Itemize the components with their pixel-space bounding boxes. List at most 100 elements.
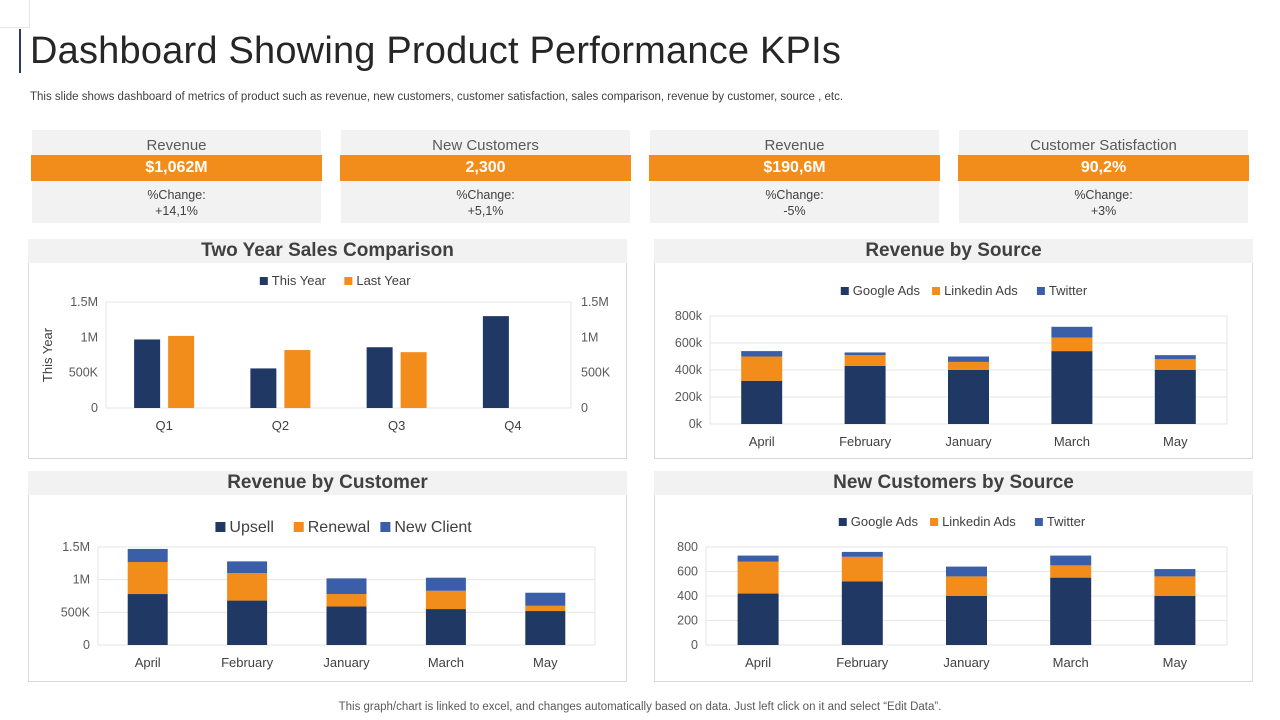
kpi-label: Revenue (146, 137, 207, 154)
x-tick-label: February (221, 655, 274, 670)
x-tick-label: January (945, 434, 992, 449)
kpi-change-value: +3% (1090, 204, 1117, 218)
x-tick-label: January (943, 655, 990, 670)
y-tick-label: 800k (675, 309, 703, 323)
bar-linkedin-ads (841, 556, 883, 582)
bar-linkedin-ads (737, 561, 779, 594)
bar-google-ads (946, 596, 987, 645)
bar-renewal (127, 562, 168, 595)
slide-corner-marker (0, 0, 30, 28)
kpi-label: New Customers (432, 137, 539, 154)
bar-google-ads (737, 593, 779, 645)
bar-google-ads (1154, 370, 1196, 424)
legend-label-2: New Client (394, 519, 472, 536)
chart-revenue-by-source[interactable]: 0k 200k 400k 600k 800k April February January Ma… (654, 263, 1253, 459)
bar-google-ads (741, 380, 783, 424)
bar-twitter (741, 351, 783, 357)
bar-upsell (227, 600, 268, 645)
bar-twitter (1154, 355, 1196, 360)
bar-upsell (127, 594, 168, 645)
chart-title-revenue-by-source: Revenue by Source (654, 239, 1253, 263)
y2-tick-label: 1M (581, 330, 598, 344)
legend-label-0: Google Ads (853, 283, 921, 298)
bar-google-ads (1051, 351, 1093, 424)
y2-tick-label: 1.5M (581, 295, 609, 309)
legend-label-0: Upsell (229, 519, 273, 536)
bar-this-year (482, 316, 509, 408)
chart-sales-comparison[interactable]: 0 500K 1M 1.5M 0 500K 1M 1.5M This Year Q1 Q2 Q3 Q4 T… (28, 263, 627, 459)
bar-new-client (425, 577, 466, 591)
bar-new-client (127, 548, 168, 563)
kpi-change-value: +5,1% (467, 204, 504, 218)
chart-revenue-by-customer[interactable]: 0 500K 1M 1.5M April February January March May U… (28, 495, 627, 682)
bar-new-client (326, 578, 367, 595)
x-tick-label: March (1053, 655, 1089, 670)
y-tick-label: 0 (83, 638, 90, 652)
legend-swatch-1 (932, 287, 941, 295)
legend-swatch-2 (380, 522, 391, 532)
x-tick-label: Q4 (504, 418, 521, 433)
kpi-change-value: +14,1% (155, 204, 198, 218)
legend-swatch-0 (838, 518, 847, 526)
chart-title-revenue-by-customer: Revenue by Customer (28, 471, 627, 495)
kpi-card-customer-satisfaction[interactable]: Customer Satisfaction 90,2% %Change: +3% (958, 130, 1249, 223)
legend-label-2: Twitter (1047, 514, 1086, 529)
chart-title-new-customers-by-source: New Customers by Source (654, 471, 1253, 495)
x-tick-label: April (135, 655, 161, 670)
kpi-card-revenue-2[interactable]: Revenue $190,6M %Change: -5% (649, 130, 940, 223)
y-tick-label: 1.5M (70, 295, 98, 309)
y-tick-label: 500K (61, 605, 91, 619)
x-tick-label: February (839, 434, 892, 449)
bar-upsell (425, 609, 466, 645)
bar-twitter (948, 356, 989, 362)
kpi-change-label: %Change: (456, 188, 515, 202)
legend-label-1: Linkedin Ads (944, 283, 1018, 298)
y-axis-title: This Year (40, 327, 55, 382)
legend-swatch-2 (1034, 518, 1043, 526)
footer-note: This graph/chart is linked to excel, and… (338, 701, 942, 713)
bar-last-year (284, 350, 311, 408)
bar-renewal (525, 605, 566, 612)
legend-label-1: Linkedin Ads (942, 514, 1016, 529)
legend-swatch-0 (215, 522, 226, 532)
y-tick-label: 800 (677, 540, 698, 554)
x-tick-label: May (1163, 655, 1188, 670)
y-tick-label: 1.5M (62, 540, 90, 554)
legend-swatch-1 (293, 522, 304, 532)
x-tick-label: Q1 (155, 418, 172, 433)
y-tick-label: 200k (675, 390, 703, 404)
chart-title-sales-comparison: Two Year Sales Comparison (28, 239, 627, 263)
legend-label-0: Google Ads (851, 514, 919, 529)
bar-linkedin-ads (948, 361, 989, 370)
legend-label-1: Renewal (308, 519, 370, 536)
legend-swatch-1 (930, 518, 939, 526)
bar-upsell (525, 611, 566, 645)
y-tick-label: 1M (81, 330, 98, 344)
bar-this-year (366, 347, 393, 408)
bar-upsell (326, 606, 367, 645)
bar-last-year (400, 352, 427, 408)
page-title: Dashboard Showing Product Performance KP… (30, 30, 842, 72)
kpi-value: $190,6M (649, 155, 940, 181)
plot-area (105, 301, 572, 409)
y-tick-label: 0k (689, 417, 703, 431)
kpi-card-revenue[interactable]: Revenue $1,062M %Change: +14,1% (31, 130, 322, 223)
legend-label-0: This Year (272, 273, 327, 288)
x-tick-label: January (323, 655, 370, 670)
y-tick-label: 1M (73, 573, 90, 587)
title-accent-bar (19, 29, 21, 73)
bar-linkedin-ads (741, 356, 783, 381)
x-tick-label: Q2 (272, 418, 289, 433)
bar-google-ads (844, 365, 886, 424)
bar-twitter (844, 352, 886, 356)
bar-linkedin-ads (1051, 337, 1093, 352)
kpi-label: Revenue (764, 137, 825, 154)
bar-renewal (227, 573, 268, 601)
chart-new-customers-by-source[interactable]: 0 200 400 600 800 April February January March Ma… (654, 495, 1253, 682)
x-tick-label: April (749, 434, 775, 449)
kpi-card-new-customers[interactable]: New Customers 2,300 %Change: +5,1% (340, 130, 631, 223)
bar-google-ads (841, 581, 883, 645)
x-tick-label: February (836, 655, 889, 670)
bar-last-year (168, 335, 195, 408)
kpi-value: $1,062M (31, 155, 322, 181)
